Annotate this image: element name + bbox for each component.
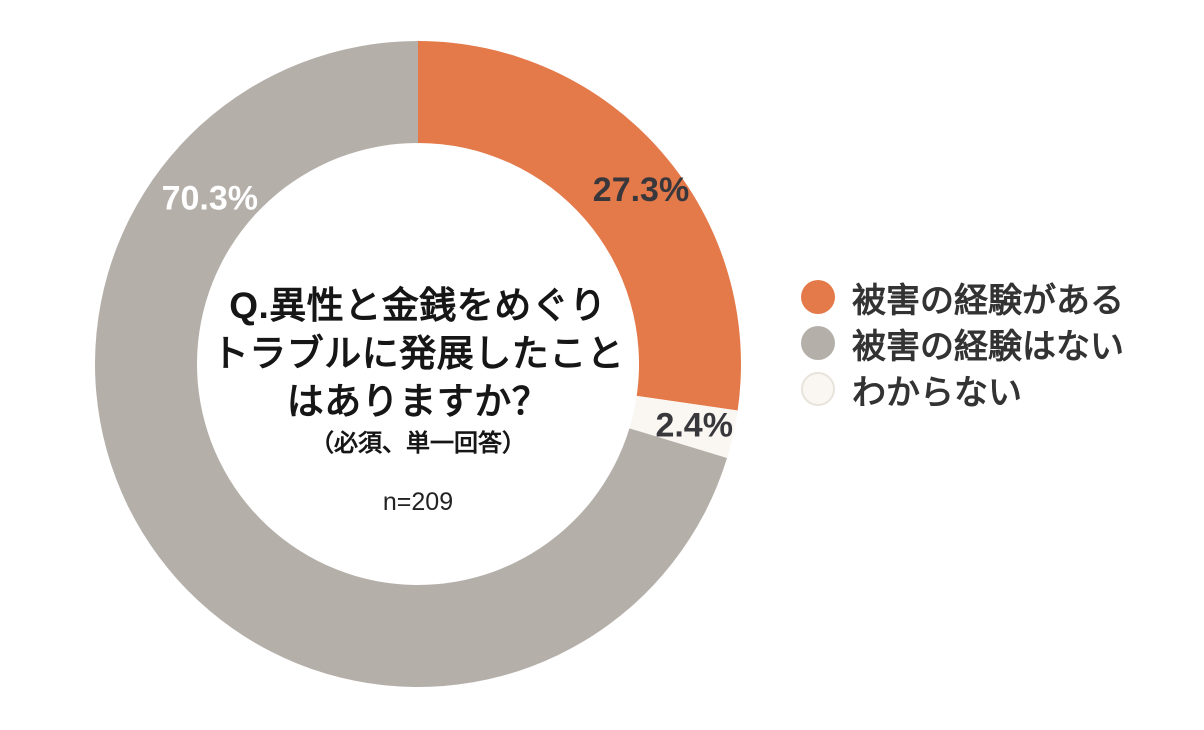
- legend-label: わからない: [852, 373, 1022, 412]
- legend-swatch-gray-icon: [801, 326, 835, 360]
- donut-slice-1: [629, 395, 738, 458]
- question-subtitle: （必須、単一回答）: [310, 430, 526, 457]
- legend-swatch-cream-icon: [801, 372, 835, 406]
- question-line-1: Q.異性と金銭をめぐり: [229, 285, 607, 326]
- legend-swatch-orange-icon: [801, 280, 835, 314]
- slice-percent-label-0: 27.3%: [593, 171, 689, 209]
- question-line-3: はありますか？: [286, 381, 550, 422]
- slice-percent-label-1: 2.4%: [655, 407, 733, 445]
- question-line-2: トラブルに発展したこと: [211, 333, 625, 374]
- donut-slice-0: [418, 41, 741, 411]
- legend-item-experienced: 被害の経験がある: [801, 274, 1124, 320]
- chart-center-text: Q.異性と金銭をめぐり トラブルに発展したこと はありますか？ （必須、単一回答…: [198, 282, 638, 517]
- legend: 被害の経験がある 被害の経験はない わからない: [801, 274, 1124, 412]
- legend-item-dont-know: わからない: [801, 366, 1124, 412]
- legend-label: 被害の経験がある: [852, 281, 1124, 320]
- legend-item-not-experienced: 被害の経験はない: [801, 320, 1124, 366]
- slice-percent-label-2: 70.3%: [162, 179, 258, 217]
- donut-slice-2: [95, 41, 728, 687]
- sample-size: n=209: [382, 488, 454, 516]
- legend-label: 被害の経験はない: [852, 327, 1124, 366]
